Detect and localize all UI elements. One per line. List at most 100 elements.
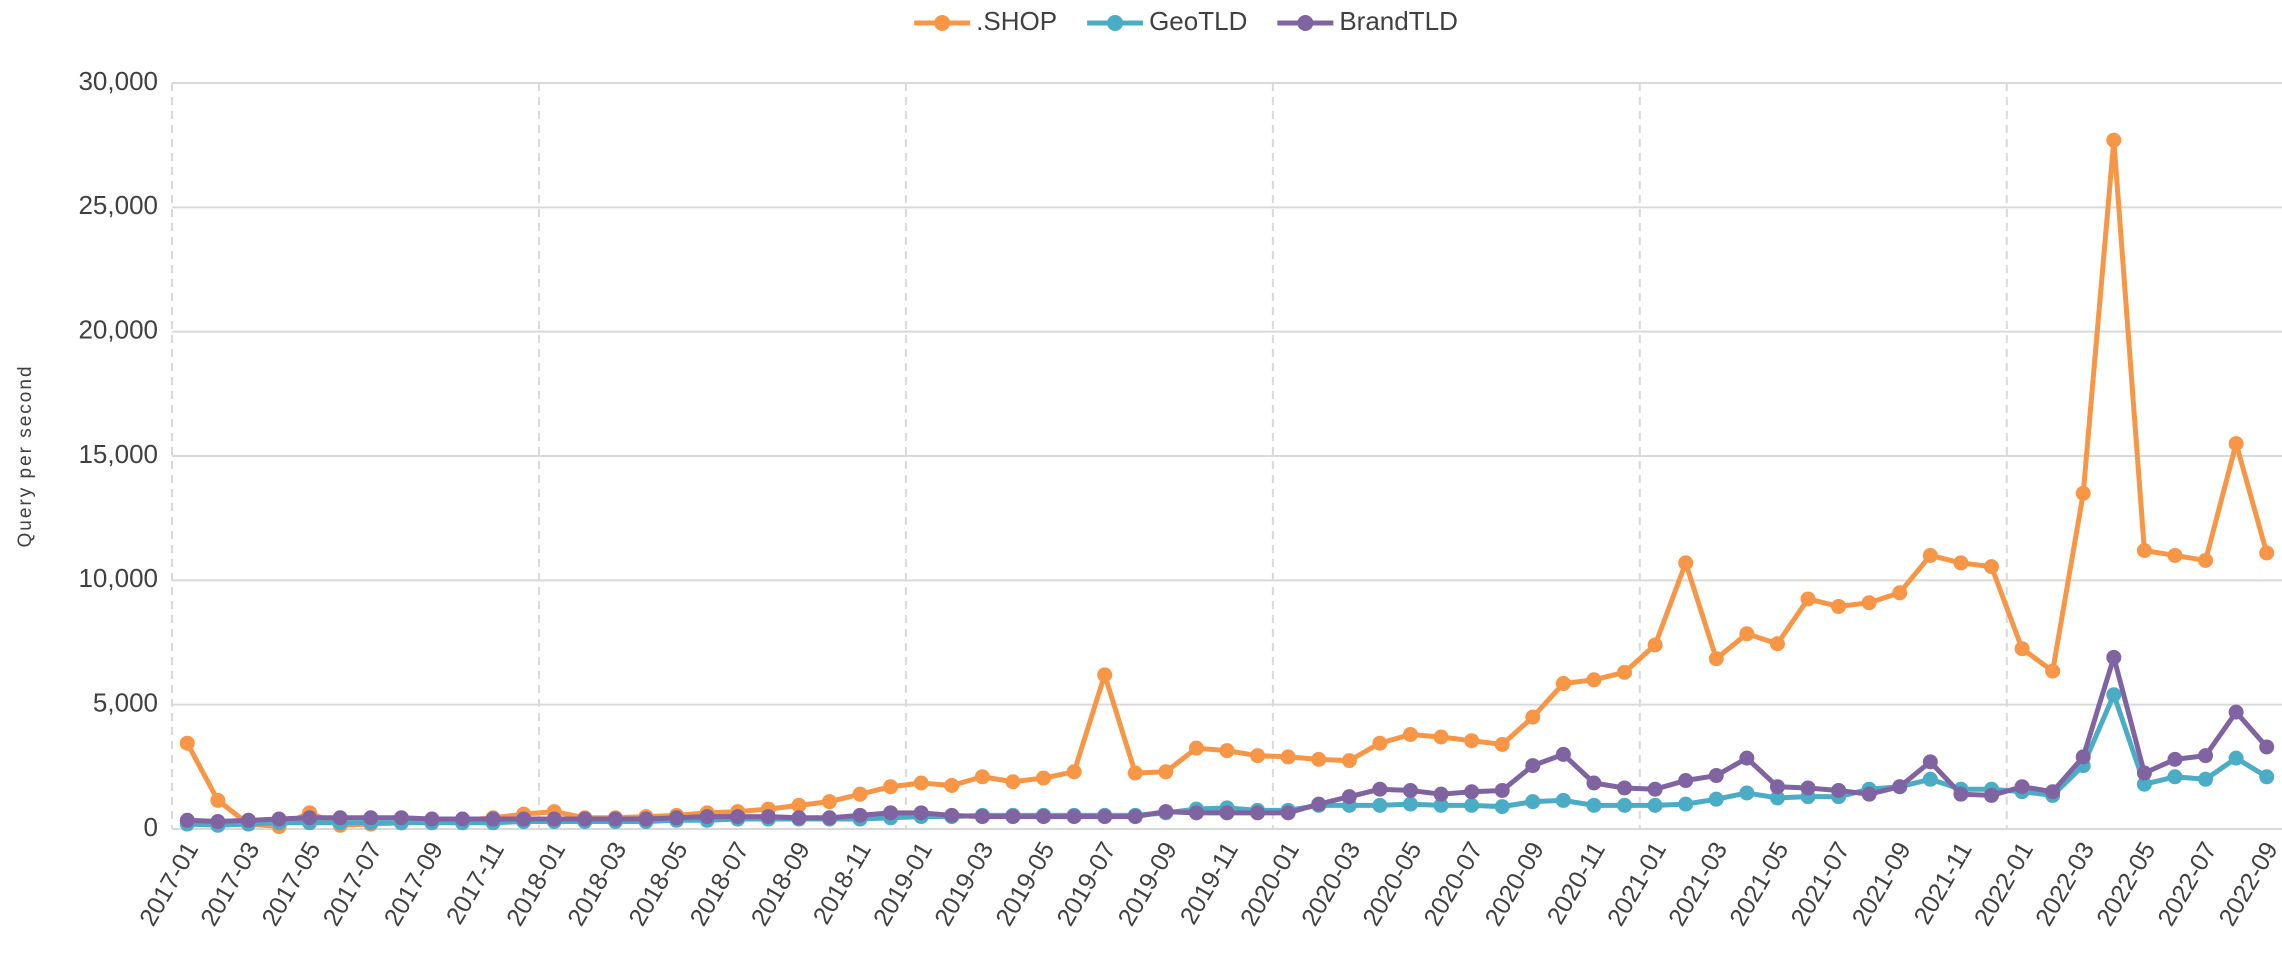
data-point — [852, 786, 868, 802]
data-point — [607, 811, 623, 827]
x-tick-label: 2017-01 — [134, 837, 204, 930]
data-point — [1127, 809, 1143, 825]
data-point — [944, 807, 960, 823]
data-point — [1372, 797, 1388, 813]
data-point — [271, 811, 287, 827]
data-point — [944, 777, 960, 793]
data-point — [1494, 736, 1510, 752]
data-point — [1892, 585, 1908, 601]
x-tick-label: 2019-09 — [1113, 837, 1183, 930]
data-point — [2136, 776, 2152, 792]
x-tick-label: 2018-05 — [623, 837, 693, 930]
x-tick-label: 2019-05 — [990, 837, 1060, 930]
x-tick-label: 2021-01 — [1602, 837, 1672, 930]
data-point — [821, 810, 837, 826]
x-tick-label: 2022-07 — [2152, 837, 2222, 930]
data-point — [2198, 748, 2214, 764]
data-point — [1127, 765, 1143, 781]
data-point — [730, 809, 746, 825]
data-point — [1861, 786, 1877, 802]
data-point — [1372, 781, 1388, 797]
data-point — [1036, 809, 1052, 825]
x-tick-label: 2019-11 — [1175, 837, 1244, 929]
data-point — [2228, 750, 2244, 766]
data-point — [1341, 789, 1357, 805]
data-point — [669, 810, 685, 826]
x-tick-label: 2017-11 — [441, 837, 510, 929]
data-point — [1402, 727, 1418, 743]
data-point — [1678, 773, 1694, 789]
data-point — [393, 810, 409, 826]
data-point — [1586, 797, 1602, 813]
data-point — [2198, 552, 2214, 568]
data-point — [852, 807, 868, 823]
data-point — [302, 810, 318, 826]
data-point — [1158, 804, 1174, 820]
data-point — [2198, 771, 2214, 787]
data-point — [821, 794, 837, 810]
data-point — [1617, 797, 1633, 813]
data-point — [1005, 774, 1021, 790]
data-point — [2136, 765, 2152, 781]
data-point — [1892, 779, 1908, 795]
legend-label: .SHOP — [976, 6, 1057, 36]
data-point — [577, 811, 593, 827]
data-point — [2045, 784, 2061, 800]
data-point — [1586, 672, 1602, 688]
data-point — [1708, 768, 1724, 784]
x-tick-label: 2018-11 — [808, 837, 877, 929]
data-point — [699, 809, 715, 825]
legend-marker — [1297, 15, 1314, 31]
data-point — [1739, 785, 1755, 801]
data-point — [2259, 545, 2275, 561]
series-line — [185, 137, 2270, 830]
data-point — [1158, 764, 1174, 780]
data-point — [1036, 770, 1052, 786]
legend-item: GeoTLD — [1087, 6, 1247, 36]
data-point — [1922, 754, 1938, 770]
x-tick-label: 2020-05 — [1357, 837, 1427, 930]
data-point — [883, 805, 899, 821]
data-point — [1769, 779, 1785, 795]
data-point — [2167, 769, 2183, 785]
data-point — [1647, 637, 1663, 653]
data-point — [2228, 704, 2244, 720]
x-tick-label: 2017-03 — [195, 837, 265, 930]
data-point — [1188, 805, 1204, 821]
data-point — [1066, 764, 1082, 780]
data-point — [1525, 758, 1541, 774]
data-point — [1494, 799, 1510, 815]
x-tick-label: 2020-07 — [1418, 837, 1488, 930]
legend-marker — [1107, 15, 1124, 31]
data-point — [1280, 749, 1296, 765]
data-point — [1983, 787, 1999, 803]
data-point — [1739, 626, 1755, 642]
y-tick-label: 20,000 — [78, 315, 158, 345]
x-tick-label: 2022-09 — [2214, 837, 2282, 930]
data-point — [1922, 771, 1938, 787]
data-point — [1494, 782, 1510, 798]
data-point — [791, 810, 807, 826]
data-point — [2259, 769, 2275, 785]
x-tick-label: 2018-07 — [685, 837, 755, 930]
data-point — [1372, 735, 1388, 751]
data-point — [240, 812, 256, 828]
data-point — [1555, 746, 1571, 762]
x-tick-label: 2021-07 — [1785, 837, 1855, 930]
y-tick-label: 15,000 — [78, 439, 158, 469]
x-tick-label: 2018-09 — [746, 837, 816, 930]
data-point — [1617, 780, 1633, 796]
data-point — [363, 810, 379, 826]
data-point — [1922, 547, 1938, 563]
data-point — [883, 779, 899, 795]
data-point — [1464, 797, 1480, 813]
data-point — [1555, 676, 1571, 692]
x-tick-label: 2019-03 — [929, 837, 999, 930]
data-point — [1586, 775, 1602, 791]
data-point — [791, 797, 807, 813]
x-tick-label: 2021-11 — [1909, 837, 1978, 929]
data-point — [2228, 436, 2244, 452]
data-point — [1800, 591, 1816, 607]
